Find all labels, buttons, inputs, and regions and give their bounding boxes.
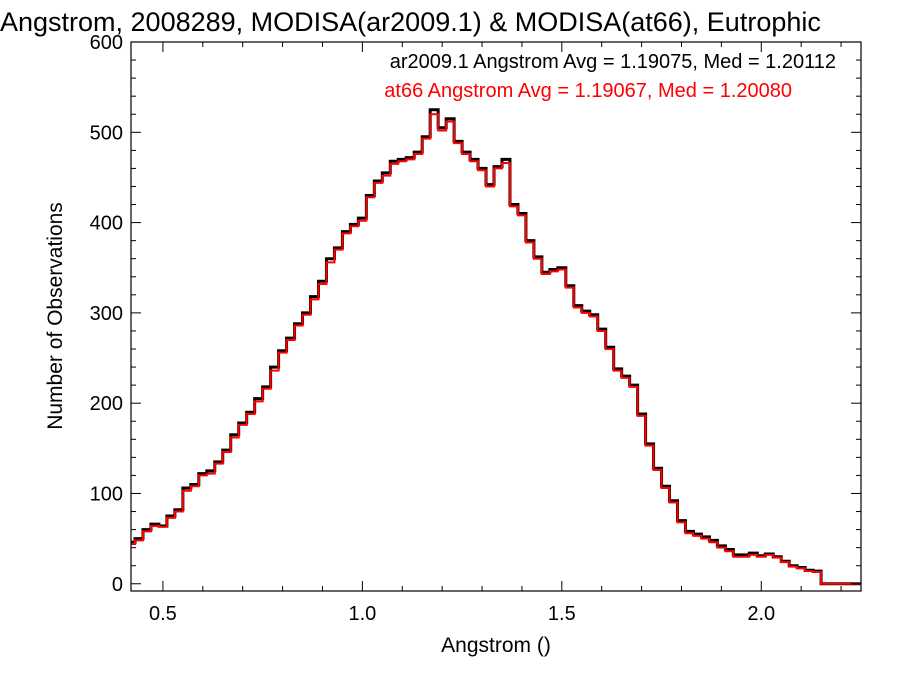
histogram-series-2: [131, 113, 861, 585]
y-tick-label: 0: [112, 574, 123, 596]
y-axis: 0 100 200 300 400 500 600: [90, 32, 861, 596]
plot-area: [130, 41, 862, 592]
plot-frame: [130, 41, 862, 592]
y-tick-label: 600: [90, 32, 123, 54]
y-tick-label: 100: [90, 483, 123, 505]
chart-title: Angstrom, 2008289, MODISA(ar2009.1) & MO…: [0, 7, 821, 37]
x-tick-label: 1.5: [548, 603, 576, 625]
legend-series-2: at66 Angstrom Avg = 1.19067, Med = 1.200…: [384, 80, 792, 102]
x-tick-label: 0.5: [149, 603, 177, 625]
y-tick-label: 300: [90, 303, 123, 325]
y-axis-label: Number of Observations: [44, 202, 67, 430]
x-tick-label: 1.0: [348, 603, 376, 625]
legend-series-1: ar2009.1 Angstrom Avg = 1.19075, Med = 1…: [390, 51, 836, 73]
y-tick-label: 400: [90, 213, 123, 235]
x-tick-label: 2.0: [747, 603, 775, 625]
y-tick-label: 200: [90, 393, 123, 415]
x-axis: 0.5 1.0 1.5 2.0: [149, 42, 842, 625]
y-tick-label: 500: [90, 122, 123, 144]
series-layer: [131, 108, 861, 586]
x-axis-label: Angstrom (): [441, 634, 551, 657]
